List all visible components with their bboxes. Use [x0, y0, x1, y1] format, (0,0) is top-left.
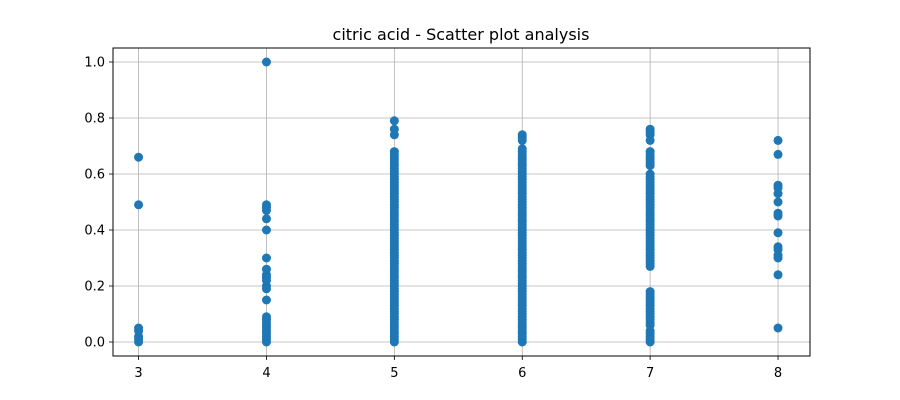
x-tick-label: 5 — [390, 366, 398, 381]
scatter-point — [645, 337, 655, 347]
scatter-point — [261, 57, 271, 67]
scatter-point — [134, 200, 144, 210]
scatter-point — [773, 228, 783, 238]
scatter-point — [261, 225, 271, 235]
scatter-point — [261, 205, 271, 215]
scatter-point — [773, 149, 783, 159]
x-tick-label: 7 — [646, 366, 654, 381]
scatter-point — [645, 135, 655, 145]
scatter-point — [261, 214, 271, 224]
chart-title: citric acid - Scatter plot analysis — [333, 25, 590, 44]
y-tick-label: 0.4 — [84, 224, 105, 239]
scatter-point — [134, 152, 144, 162]
plot-frame — [112, 47, 811, 357]
x-tick-label: 6 — [518, 366, 526, 381]
scatter-point — [517, 337, 527, 347]
grid — [113, 48, 810, 356]
scatter-point — [645, 161, 655, 171]
y-axis: 0.0 0.2 0.4 0.6 0.8 1.0 — [84, 56, 113, 351]
scatter-point — [773, 323, 783, 333]
scatter-point — [773, 189, 783, 199]
scatter-point — [517, 135, 527, 145]
y-tick-label: 1.0 — [84, 56, 105, 71]
scatter-point — [773, 253, 783, 263]
scatter-point — [645, 261, 655, 271]
y-tick-label: 0.8 — [84, 112, 105, 127]
x-tick-label: 8 — [774, 366, 782, 381]
x-axis: 3 4 5 6 7 8 — [134, 356, 782, 381]
scatter-point — [773, 135, 783, 145]
x-tick-label: 3 — [134, 366, 142, 381]
scatter-point — [389, 116, 399, 126]
y-tick-label: 0.2 — [84, 280, 105, 295]
scatter-point — [389, 130, 399, 140]
scatter-point — [134, 337, 144, 347]
x-tick-label: 4 — [262, 366, 270, 381]
scatter-point — [261, 284, 271, 294]
scatter-point — [773, 211, 783, 221]
scatter-point — [261, 253, 271, 263]
data-points — [134, 57, 783, 347]
scatter-point — [773, 197, 783, 207]
scatter-point — [261, 337, 271, 347]
scatter-point — [261, 295, 271, 305]
scatter-point — [773, 270, 783, 280]
y-tick-label: 0.0 — [84, 336, 105, 351]
scatter-point — [389, 337, 399, 347]
y-tick-label: 0.6 — [84, 168, 105, 183]
